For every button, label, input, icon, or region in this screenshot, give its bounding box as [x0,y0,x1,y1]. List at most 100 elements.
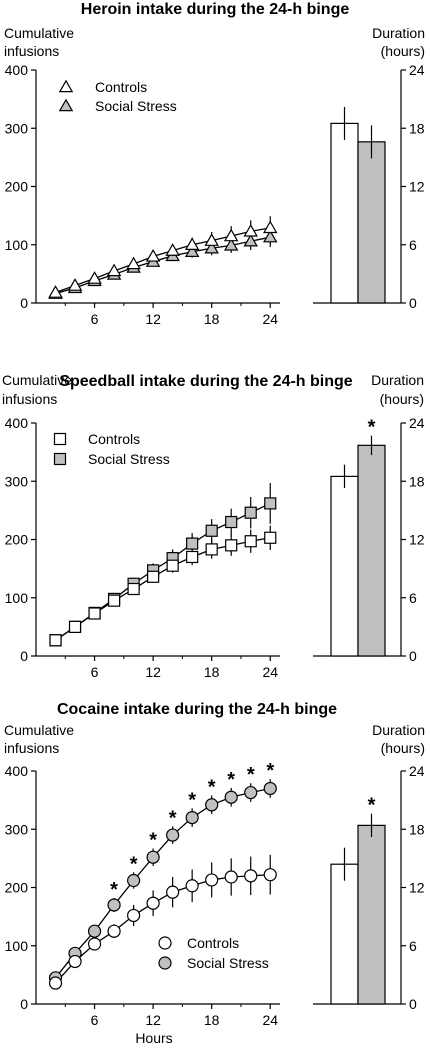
significance-star: * [110,879,118,901]
significance-star: * [368,795,376,817]
y-axis-label-line-2: infusions [4,740,59,756]
duration-label-line-1: Duration [371,372,424,388]
y-axis-label-line-2: infusions [2,391,57,407]
x-axis-label: Hours [135,1030,172,1046]
significance-star: * [208,776,216,798]
x-tick-label: 12 [145,664,161,680]
data-point [225,539,238,552]
data-point [224,790,238,804]
duration-label-line-1: Duration [372,25,425,41]
data-point [243,223,258,237]
data-point [184,237,200,250]
significance-star: * [247,764,255,786]
data-point [48,285,63,298]
right-y-tick-label: 24 [409,763,425,779]
data-point [224,870,238,884]
significance-star: * [227,769,235,791]
right-y-tick-label: 18 [409,821,425,837]
legend-label: Social Stress [187,955,269,971]
right-y-tick-label: 6 [409,237,417,253]
y-tick-label: 300 [5,821,29,837]
data-point [185,810,199,825]
right-y-tick-label: 0 [409,648,417,664]
panel-title: Cocaine intake during the 24-h binge [57,701,337,718]
duration-label-line-1: Duration [372,722,425,738]
significance-star: * [368,417,376,439]
cumulative-infusions-plot: 0 100 200 300 400 6 12 18 24 Controls Social Stres… [5,62,280,327]
data-point [244,506,257,519]
significance-star: * [130,853,138,875]
cumulative-infusions-plot: 0 100 200 300 400 6 12 18 24 * * * * * * * * * Controls Soc… [5,760,280,1028]
data-point [263,220,278,234]
data-point [48,976,63,990]
data-point [243,233,258,247]
right-y-tick-label: 6 [409,590,417,606]
panel-cocaine: Cocaine intake during the 24-h binge Cum… [4,701,425,1046]
legend-marker [53,452,67,466]
duration-bar-plot: 0 6 12 18 24 * [313,763,425,1012]
duration-bar-plot: 0 6 12 18 24 * [313,415,425,664]
data-point [165,243,180,256]
right-y-tick-label: 12 [409,532,425,548]
data-point [263,868,277,882]
x-tick-label: 18 [204,1012,220,1028]
data-point [67,278,83,291]
data-point [186,537,199,550]
data-point [223,237,239,251]
panel-heroin: Heroin intake during the 24-h binge Cumu… [4,1,425,327]
y-axis-label-line-1: Cumulative [4,25,74,41]
data-point [264,531,277,544]
data-point [87,271,102,284]
duration-bar [357,824,386,1005]
panel-title: Speedball intake during the 24-h binge [59,373,352,390]
y-axis-label-line-1: Cumulative [4,722,74,738]
duration-bar-plot: 0 6 12 18 24 [313,62,425,311]
legend-label: Controls [88,431,140,447]
significance-star: * [266,760,274,782]
y-tick-label: 0 [20,996,28,1012]
data-point [87,924,102,938]
legend-label: Controls [95,79,147,95]
data-point [127,582,140,596]
data-point [49,634,62,647]
x-tick-label: 6 [91,311,99,327]
right-y-tick-label: 24 [409,62,425,78]
duration-bar [330,475,359,657]
legend-marker [58,79,74,93]
legend-marker [158,956,172,970]
duration-bar [357,141,386,304]
significance-star: * [169,807,177,829]
right-y-tick-label: 0 [409,295,417,311]
y-tick-label: 400 [5,62,29,78]
duration-label-line-2: (hours) [380,391,424,407]
y-tick-label: 400 [5,415,29,431]
right-y-tick-label: 18 [409,120,425,136]
data-point [204,233,219,246]
data-point [127,908,141,923]
y-tick-label: 300 [5,473,29,489]
series-line [55,537,271,641]
y-tick-label: 300 [5,120,29,136]
data-point [205,873,219,887]
data-point [68,620,82,633]
legend-marker [53,432,67,446]
x-tick-label: 24 [262,1012,278,1028]
data-point [166,559,179,572]
data-point [146,850,160,864]
data-point [204,240,219,254]
duration-bar [330,122,359,304]
x-tick-label: 24 [262,664,278,680]
data-point [127,873,141,888]
data-point [185,879,199,893]
x-tick-label: 12 [145,1012,161,1028]
legend-label: Social Stress [88,451,170,467]
legend-label: Controls [187,935,239,951]
data-point [223,228,239,242]
data-point [107,924,121,938]
data-point [263,781,277,796]
panel-title: Heroin intake during the 24-h binge [81,1,350,18]
duration-label-line-2: (hours) [381,43,425,59]
legend-marker [58,98,74,112]
y-tick-label: 100 [5,590,29,606]
right-y-tick-label: 12 [409,880,425,896]
